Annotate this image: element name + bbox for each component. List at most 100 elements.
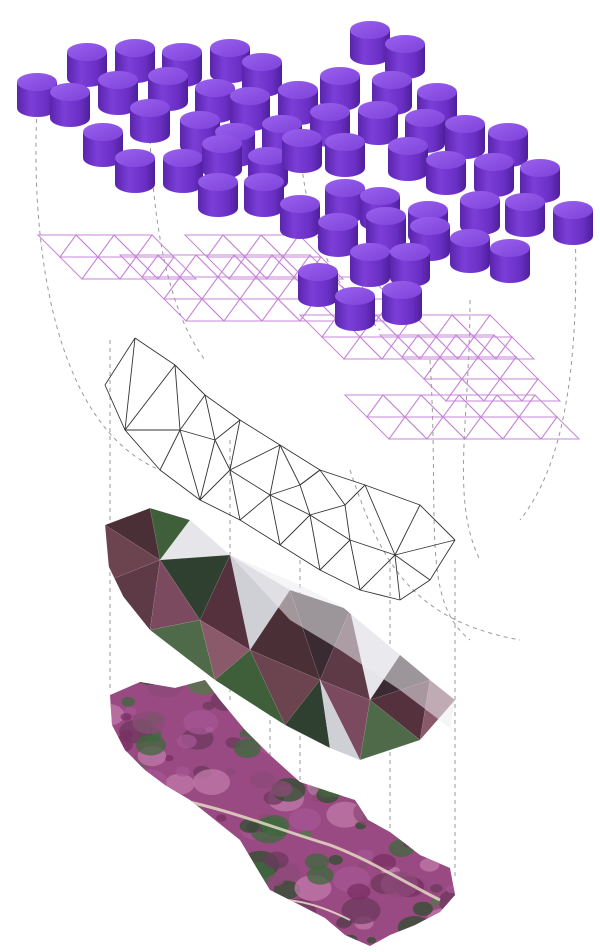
cylinder-top (388, 137, 428, 155)
terrain-texture (335, 918, 351, 929)
mesh-edge (179, 429, 216, 441)
cylinder-body (350, 30, 390, 65)
cylinder-top (372, 71, 412, 89)
grid-cell (58, 256, 99, 280)
terrain-texture (147, 882, 180, 905)
cylinder-body (335, 296, 375, 331)
cylinder-top (17, 73, 57, 91)
terrain-texture (204, 898, 227, 915)
terrain-texture (400, 939, 422, 946)
terrain-texture (259, 814, 290, 836)
terrain-texture (410, 829, 428, 842)
terrain-texture (288, 947, 316, 952)
terrain-texture (419, 841, 433, 851)
mesh-edge (124, 429, 161, 471)
terrain-texture (119, 729, 133, 739)
terrain-texture (397, 915, 432, 940)
cylinder-top (405, 109, 445, 127)
cylinder-body (17, 82, 57, 117)
terrain-texture (123, 921, 134, 930)
terrain-texture (183, 710, 219, 735)
cylinder-icon (115, 149, 155, 193)
cylinder-body (490, 248, 530, 283)
mesh-edge (124, 364, 176, 431)
terrain-texture (424, 775, 455, 800)
cylinder-top (325, 179, 365, 197)
terrain-texture (170, 824, 198, 844)
cylinder-body (385, 44, 425, 79)
terrain-texture (120, 712, 132, 721)
mesh-edge (279, 444, 301, 486)
terrain-texture (133, 769, 168, 793)
grid-cell (200, 298, 241, 322)
leader-line (349, 469, 521, 641)
cylinder-top (242, 53, 282, 71)
terrain-texture (457, 668, 468, 676)
terrain-texture (366, 937, 377, 944)
relief-highlight (230, 555, 455, 728)
mesh-edge (419, 504, 456, 541)
terrain-texture (129, 868, 165, 894)
cylinder-body (474, 162, 514, 197)
terrain-texture (289, 939, 301, 946)
grid-cell (450, 314, 491, 338)
terrain-texture (160, 932, 188, 946)
terrain-texture (268, 735, 290, 750)
terrain-texture (216, 814, 227, 822)
mesh-edge (394, 539, 456, 556)
relief-facet (319, 679, 361, 761)
grid-cell (320, 336, 361, 360)
terrain-texture (110, 779, 133, 800)
cylinder-body (244, 182, 284, 217)
terrain-texture (446, 765, 455, 788)
mesh-edge (349, 539, 396, 556)
terrain-texture (181, 939, 197, 946)
terrain-texture (255, 929, 285, 946)
triangulated-mesh-layer (104, 337, 456, 601)
cylinder-icon (298, 263, 338, 307)
terrain-texture (110, 803, 112, 820)
cylinder-top (335, 287, 375, 305)
cylinder-top (98, 71, 138, 89)
cylinder-icon (388, 137, 428, 181)
cylinder-body (198, 182, 238, 217)
cylinder-icon (320, 67, 360, 111)
terrain-texture (332, 938, 344, 946)
terrain-texture (306, 865, 334, 885)
terrain-texture (186, 806, 197, 814)
mesh-edge (309, 514, 351, 541)
terrain-texture (182, 879, 218, 905)
terrain-texture (110, 826, 119, 849)
terrain-texture (110, 768, 131, 786)
terrain-texture (255, 912, 278, 929)
cylinder-top (325, 133, 365, 151)
cylinder-icon (460, 191, 500, 235)
terrain-texture (442, 664, 460, 677)
cylinder-top (382, 281, 422, 299)
grid-cell (521, 378, 562, 402)
mesh-edge (399, 579, 431, 601)
grid-cell (112, 234, 153, 258)
grid-cell (518, 394, 559, 418)
terrain-texture (328, 854, 343, 865)
terrain-texture (450, 923, 455, 935)
terrain-texture (290, 743, 325, 768)
cylinder-top (408, 201, 448, 219)
terrain-texture (287, 730, 299, 739)
terrain-texture (324, 771, 343, 784)
cylinder-body (426, 160, 466, 195)
terrain-texture (264, 851, 289, 869)
cylinder-body (98, 80, 138, 115)
terrain-texture (288, 808, 322, 831)
grid-cell (498, 378, 539, 402)
terrain-texture (222, 849, 234, 857)
cylinder-body (366, 216, 406, 251)
terrain-texture (446, 885, 455, 894)
mesh-edge (359, 589, 401, 601)
terrain-texture (459, 801, 468, 807)
terrain-texture (438, 888, 455, 915)
relief-surface (105, 508, 455, 761)
cylinder-body (230, 96, 270, 131)
terrain-texture (149, 891, 177, 911)
cylinder-icon (553, 201, 593, 245)
